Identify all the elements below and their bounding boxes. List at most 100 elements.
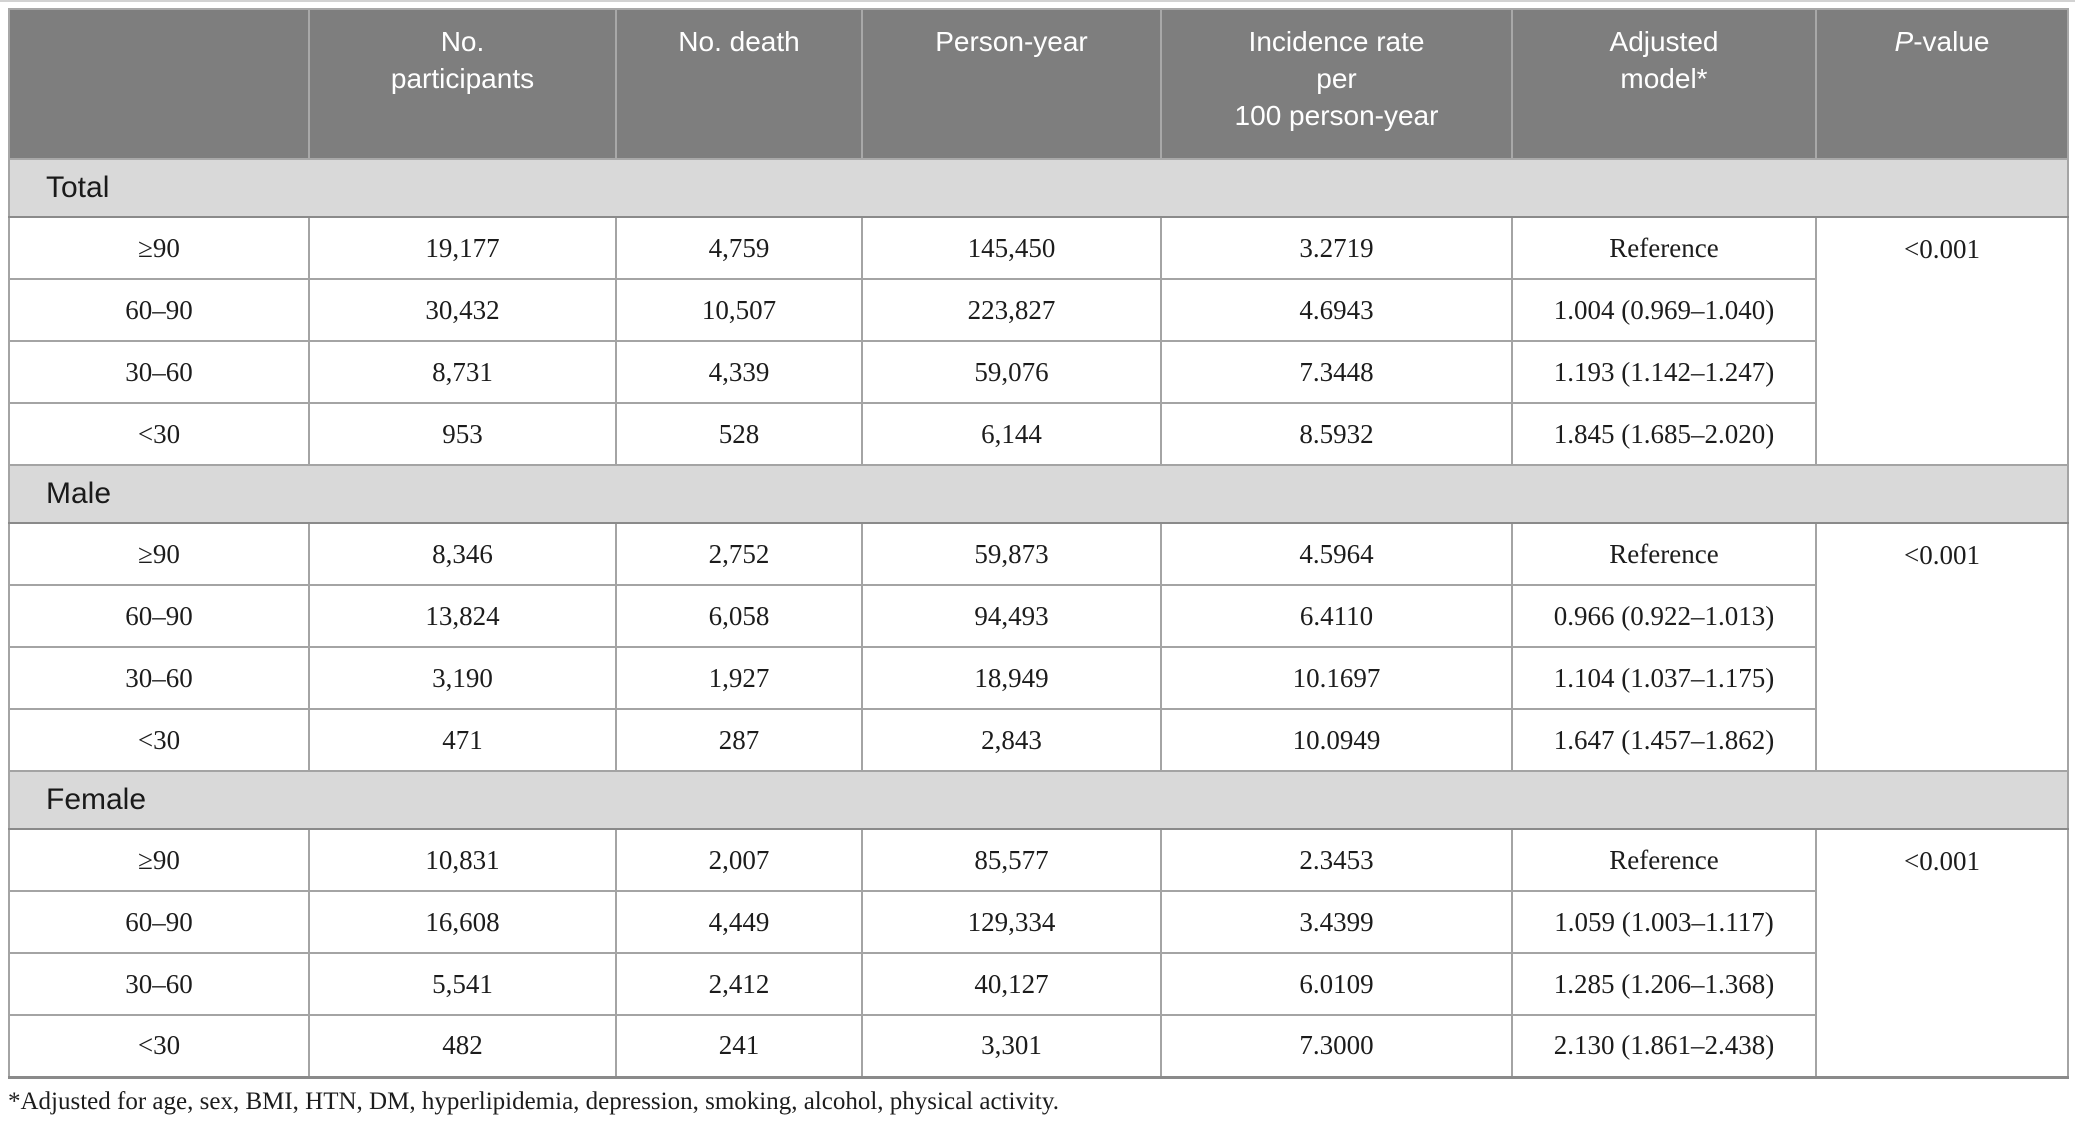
egfr-category-cell: 30–60	[8, 340, 310, 404]
participants-cell: 19,177	[308, 216, 617, 280]
adjusted-model-cell: 2.130 (1.861–2.438)	[1511, 1014, 1817, 1078]
egfr-category-cell: ≥90	[8, 828, 310, 892]
deaths-cell: 2,752	[615, 522, 863, 586]
adjusted-model-cell: 1.004 (0.969–1.040)	[1511, 278, 1817, 342]
incidence-rate-cell: 4.6943	[1160, 278, 1513, 342]
participants-cell: 8,731	[308, 340, 617, 404]
person-year-cell: 145,450	[861, 216, 1162, 280]
deaths-cell: 6,058	[615, 584, 863, 648]
table-row: 30–60 5,541 2,412 40,127 6.0109 1.285 (1.206–…	[8, 952, 2068, 1016]
person-year-cell: 40,127	[861, 952, 1162, 1016]
incidence-rate-cell: 3.4399	[1160, 890, 1513, 954]
participants-cell: 953	[308, 402, 617, 466]
adjusted-model-cell: 1.285 (1.206–1.368)	[1511, 952, 1817, 1016]
table-row: <30 482 241 3,301 7.3000 2.130 (1.861–2.438)	[8, 1014, 2068, 1078]
participants-cell: 8,346	[308, 522, 617, 586]
section-row-female: Female	[8, 770, 2069, 830]
egfr-category-cell: <30	[8, 1014, 310, 1078]
participants-cell: 10,831	[308, 828, 617, 892]
participants-cell: 3,190	[308, 646, 617, 710]
p-value-cell: <0.001	[1815, 522, 2069, 772]
adjusted-model-cell: 1.845 (1.685–2.020)	[1511, 402, 1817, 466]
person-year-cell: 85,577	[861, 828, 1162, 892]
adjusted-model-cell: 1.193 (1.142–1.247)	[1511, 340, 1817, 404]
header-adjusted-model: Adjusted model*	[1511, 8, 1817, 160]
person-year-cell: 59,873	[861, 522, 1162, 586]
adjusted-model-cell: 0.966 (0.922–1.013)	[1511, 584, 1817, 648]
egfr-category-cell: 60–90	[8, 278, 310, 342]
incidence-rate-cell: 8.5932	[1160, 402, 1513, 466]
deaths-cell: 10,507	[615, 278, 863, 342]
p-value-cell: <0.001	[1815, 216, 2069, 466]
person-year-cell: 59,076	[861, 340, 1162, 404]
incidence-rate-cell: 7.3000	[1160, 1014, 1513, 1078]
incidence-rate-cell: 10.0949	[1160, 708, 1513, 772]
participants-cell: 30,432	[308, 278, 617, 342]
person-year-cell: 3,301	[861, 1014, 1162, 1078]
incidence-rate-cell: 6.4110	[1160, 584, 1513, 648]
section-label: Male	[8, 464, 2069, 524]
section-row-male: Male	[8, 464, 2069, 524]
adjusted-model-cell: Reference	[1511, 216, 1817, 280]
incidence-rate-cell: 4.5964	[1160, 522, 1513, 586]
deaths-cell: 2,412	[615, 952, 863, 1016]
p-value-suffix: -value	[1913, 26, 1990, 57]
deaths-cell: 4,759	[615, 216, 863, 280]
person-year-cell: 223,827	[861, 278, 1162, 342]
adjusted-model-cell: Reference	[1511, 522, 1817, 586]
deaths-cell: 1,927	[615, 646, 863, 710]
section-row-total: Total	[8, 158, 2069, 218]
table-row: <30 953 528 6,144 8.5932 1.845 (1.685–2.020)	[8, 402, 2068, 466]
incidence-rate-cell: 10.1697	[1160, 646, 1513, 710]
participants-cell: 482	[308, 1014, 617, 1078]
header-p-value: P-value	[1815, 8, 2069, 160]
egfr-category-cell: 30–60	[8, 952, 310, 1016]
header-no-participants: No. participants	[308, 8, 617, 160]
incidence-rate-cell: 6.0109	[1160, 952, 1513, 1016]
person-year-cell: 6,144	[861, 402, 1162, 466]
person-year-cell: 18,949	[861, 646, 1162, 710]
p-value-cell: <0.001	[1815, 828, 2069, 1078]
table-row: 30–60 8,731 4,339 59,076 7.3448 1.193 (1.142–…	[8, 340, 2068, 404]
p-value-italic-p: P	[1894, 26, 1914, 57]
table-row: 60–90 13,824 6,058 94,493 6.4110 0.966 (0.922…	[8, 584, 2068, 648]
deaths-cell: 528	[615, 402, 863, 466]
egfr-category-cell: ≥90	[8, 522, 310, 586]
egfr-category-cell: ≥90	[8, 216, 310, 280]
table-body: Total ≥90 19,177 4,759 145,450 3.2719 Referenc…	[8, 158, 2069, 1078]
table-row: 60–90 30,432 10,507 223,827 4.6943 1.004 (0.9…	[8, 278, 2068, 342]
table-row: ≥90 8,346 2,752 59,873 4.5964 Reference <0.001	[8, 522, 2069, 772]
adjusted-model-cell: 1.059 (1.003–1.117)	[1511, 890, 1817, 954]
deaths-cell: 287	[615, 708, 863, 772]
table-footnote: *Adjusted for age, sex, BMI, HTN, DM, hy…	[8, 1088, 1059, 1116]
incidence-rate-table: No. participants No. death Person-year I…	[8, 8, 2069, 1079]
egfr-category-cell: 60–90	[8, 584, 310, 648]
participants-cell: 471	[308, 708, 617, 772]
header-category	[8, 8, 310, 160]
table-row: <30 471 287 2,843 10.0949 1.647 (1.457–1.862)	[8, 708, 2068, 772]
adjusted-model-cell: Reference	[1511, 828, 1817, 892]
section-label: Total	[8, 158, 2069, 218]
egfr-category-cell: <30	[8, 402, 310, 466]
table-row: ≥90 10,831 2,007 85,577 2.3453 Reference <0.00…	[8, 828, 2069, 1078]
incidence-rate-cell: 3.2719	[1160, 216, 1513, 280]
deaths-cell: 4,339	[615, 340, 863, 404]
table-header: No. participants No. death Person-year I…	[8, 8, 2069, 160]
participants-cell: 13,824	[308, 584, 617, 648]
header-row: No. participants No. death Person-year I…	[8, 8, 2069, 160]
egfr-category-cell: <30	[8, 708, 310, 772]
adjusted-model-cell: 1.647 (1.457–1.862)	[1511, 708, 1817, 772]
person-year-cell: 2,843	[861, 708, 1162, 772]
header-incidence-rate: Incidence rate per 100 person-year	[1160, 8, 1513, 160]
table-row: 60–90 16,608 4,449 129,334 3.4399 1.059 (1.00…	[8, 890, 2068, 954]
deaths-cell: 241	[615, 1014, 863, 1078]
egfr-category-cell: 60–90	[8, 890, 310, 954]
table-row: ≥90 19,177 4,759 145,450 3.2719 Reference <0.0…	[8, 216, 2069, 466]
deaths-cell: 2,007	[615, 828, 863, 892]
table-row: 30–60 3,190 1,927 18,949 10.1697 1.104 (1.037…	[8, 646, 2068, 710]
section-label: Female	[8, 770, 2069, 830]
figure-top-rule	[0, 0, 2075, 2]
footnote-text: Adjusted for age, sex, BMI, HTN, DM, hyp…	[20, 1088, 1059, 1115]
header-person-year: Person-year	[861, 8, 1162, 160]
egfr-category-cell: 30–60	[8, 646, 310, 710]
